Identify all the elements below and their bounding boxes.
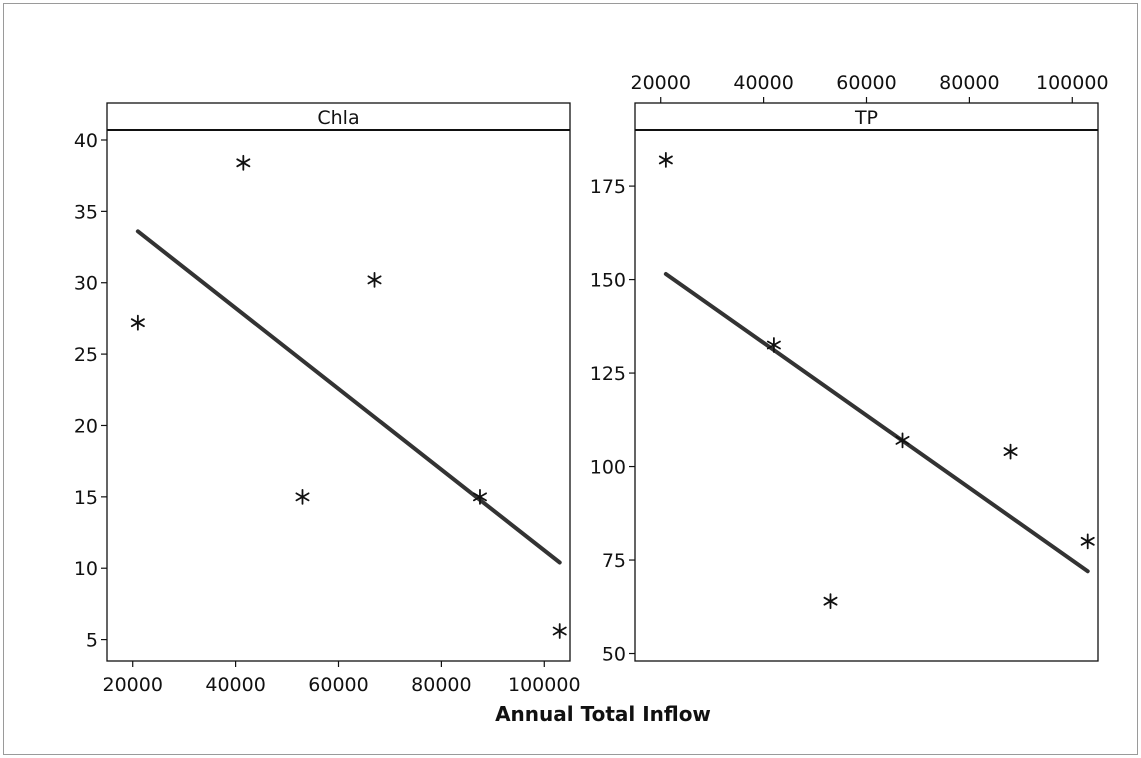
data-point — [823, 593, 838, 610]
x-tick-label: 80000 — [939, 72, 999, 94]
y-tick-label: 5 — [86, 630, 98, 652]
data-point — [1003, 443, 1018, 460]
y-tick-label: 15 — [74, 487, 98, 509]
data-point — [895, 432, 910, 449]
y-tick-label: 150 — [590, 270, 626, 292]
data-point — [295, 488, 310, 505]
x-tick-label: 60000 — [308, 674, 368, 696]
y-tick-label: 25 — [74, 344, 98, 366]
x-tick-label: 40000 — [733, 72, 793, 94]
data-point — [1080, 533, 1095, 550]
y-tick-label: 30 — [74, 273, 98, 295]
chart-frame: Chla 40 35 30 25 20 15 10 5 20000 40000 60000 80000 1… — [3, 3, 1138, 755]
data-point — [766, 337, 781, 353]
x-axis-label: Annual Total Inflow — [495, 702, 711, 726]
panel-1: TP 175 150 125 100 75 50 20000 40000 60000 80000 10… — [590, 72, 1109, 666]
panel-border — [106, 102, 571, 662]
strip-title: TP — [854, 107, 878, 129]
data-point — [236, 154, 251, 171]
x-tick-label: 80000 — [411, 674, 471, 696]
x-tick-label: 100000 — [1036, 72, 1109, 94]
data-point — [658, 152, 673, 168]
y-tick-label: 40 — [74, 130, 98, 152]
y-tick-label: 10 — [74, 558, 98, 580]
data-point — [367, 271, 382, 288]
data-point — [552, 623, 567, 639]
x-tick-label: 20000 — [630, 72, 690, 94]
data-point — [472, 488, 487, 505]
y-tick-label: 35 — [74, 201, 98, 223]
data-point — [130, 314, 145, 331]
fit-line — [135, 229, 562, 565]
x-tick-label: 100000 — [508, 674, 581, 696]
x-tick-label: 60000 — [836, 72, 896, 94]
panel-border — [634, 102, 1099, 662]
y-tick-label: 50 — [602, 644, 626, 666]
x-tick-label: 40000 — [205, 674, 265, 696]
fit-line — [663, 271, 1090, 574]
y-tick-label: 125 — [590, 363, 626, 385]
y-tick-label: 175 — [590, 176, 626, 198]
y-tick-label: 75 — [602, 550, 626, 572]
y-tick-label: 100 — [590, 457, 626, 479]
y-tick-label: 20 — [74, 415, 98, 437]
strip-title: Chla — [317, 107, 359, 129]
x-tick-label: 20000 — [102, 674, 162, 696]
